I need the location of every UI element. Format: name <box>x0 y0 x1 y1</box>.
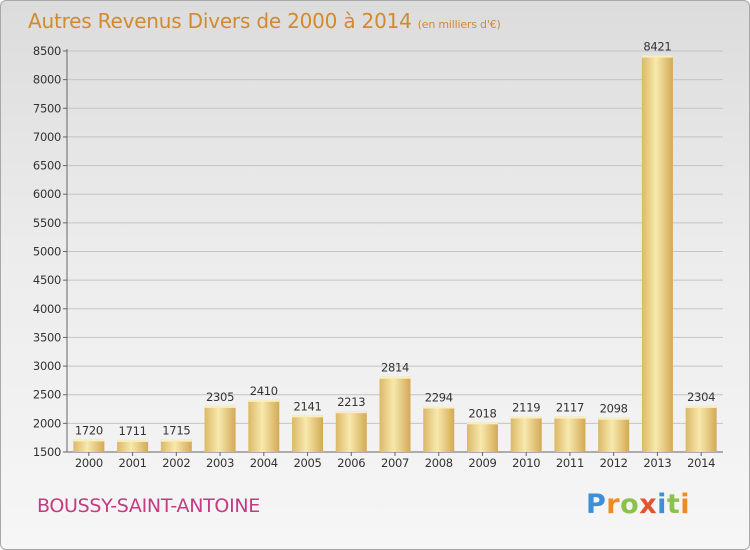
data-label: 2305 <box>206 390 234 404</box>
bar-2005 <box>292 415 324 452</box>
x-tick-label: 2010 <box>512 456 540 470</box>
data-label: 2814 <box>381 361 409 375</box>
bar-2014 <box>685 405 717 452</box>
chart-title-text: Autres Revenus Divers de 2000 à 2014 <box>28 9 412 33</box>
axes: 1500 2000 2500 3000 3500 4000 4500 5000 5500 6000… <box>33 44 723 470</box>
bar-2008 <box>423 406 455 452</box>
data-label: 2410 <box>250 384 278 398</box>
bar-2010 <box>510 416 542 452</box>
x-tick-label: 2008 <box>425 456 453 470</box>
y-tick-label: 3500 <box>33 330 61 344</box>
data-label: 2117 <box>556 401 584 415</box>
x-tick-label: 2001 <box>119 456 147 470</box>
y-tick-label: 7000 <box>33 130 61 144</box>
bar-2006 <box>335 411 367 452</box>
bar-2003 <box>204 405 236 452</box>
y-tick-label: 6500 <box>33 159 61 173</box>
y-tick-label: 3000 <box>33 359 61 373</box>
y-tick-label: 8500 <box>33 44 61 58</box>
chart-unit-note: (en milliers d'€) <box>417 18 501 31</box>
x-tick-label: 2000 <box>75 456 103 470</box>
x-tick-label: 2004 <box>250 456 278 470</box>
x-tick-label: 2014 <box>687 456 715 470</box>
bars <box>73 55 717 452</box>
data-label: 2119 <box>512 401 540 415</box>
x-tick-label: 2007 <box>381 456 409 470</box>
data-label: 2304 <box>687 390 715 404</box>
bar-2012 <box>598 417 630 452</box>
y-tick-label: 4500 <box>33 273 61 287</box>
y-tick-label: 5500 <box>33 216 61 230</box>
bar-2007 <box>379 376 411 452</box>
bar-2004 <box>248 399 280 452</box>
data-label: 2141 <box>293 399 321 413</box>
data-label: 2018 <box>468 406 496 420</box>
y-tick-label: 7500 <box>33 101 61 115</box>
proxiti-logo: Proxiti <box>586 489 691 520</box>
y-tick-label: 6000 <box>33 187 61 201</box>
y-tick-label: 8000 <box>33 73 61 87</box>
data-label: 1720 <box>75 423 103 437</box>
bar-2009 <box>466 422 498 452</box>
y-tick-label: 2500 <box>33 388 61 402</box>
chart-title: Autres Revenus Divers de 2000 à 2014 (en … <box>28 9 501 33</box>
y-tick-label: 1500 <box>33 445 61 459</box>
x-tick-label: 2005 <box>293 456 321 470</box>
data-label: 2213 <box>337 395 365 409</box>
data-label: 8421 <box>643 40 671 54</box>
data-label: 2098 <box>600 402 628 416</box>
y-tick-label: 4000 <box>33 302 61 316</box>
x-tick-label: 2006 <box>337 456 365 470</box>
x-tick-label: 2011 <box>556 456 584 470</box>
data-label: 1715 <box>162 424 190 438</box>
bar-2000 <box>73 439 105 452</box>
commune-name: BOUSSY-SAINT-ANTOINE <box>37 495 261 517</box>
data-label: 1711 <box>119 424 147 438</box>
x-tick-label: 2002 <box>162 456 190 470</box>
bar-2013 <box>641 55 673 452</box>
data-labels: 1720 1711 1715 2305 2410 2141 2213 2814 2294 2018… <box>75 40 716 438</box>
data-label: 2294 <box>425 391 453 405</box>
y-tick-label: 5000 <box>33 245 61 259</box>
bar-2001 <box>117 439 149 452</box>
y-tick-label: 2000 <box>33 416 61 430</box>
x-tick-label: 2009 <box>468 456 496 470</box>
x-tick-label: 2003 <box>206 456 234 470</box>
x-tick-label: 2013 <box>643 456 671 470</box>
x-tick-label: 2012 <box>600 456 628 470</box>
bar-2002 <box>160 439 192 452</box>
bar-2011 <box>554 416 586 452</box>
